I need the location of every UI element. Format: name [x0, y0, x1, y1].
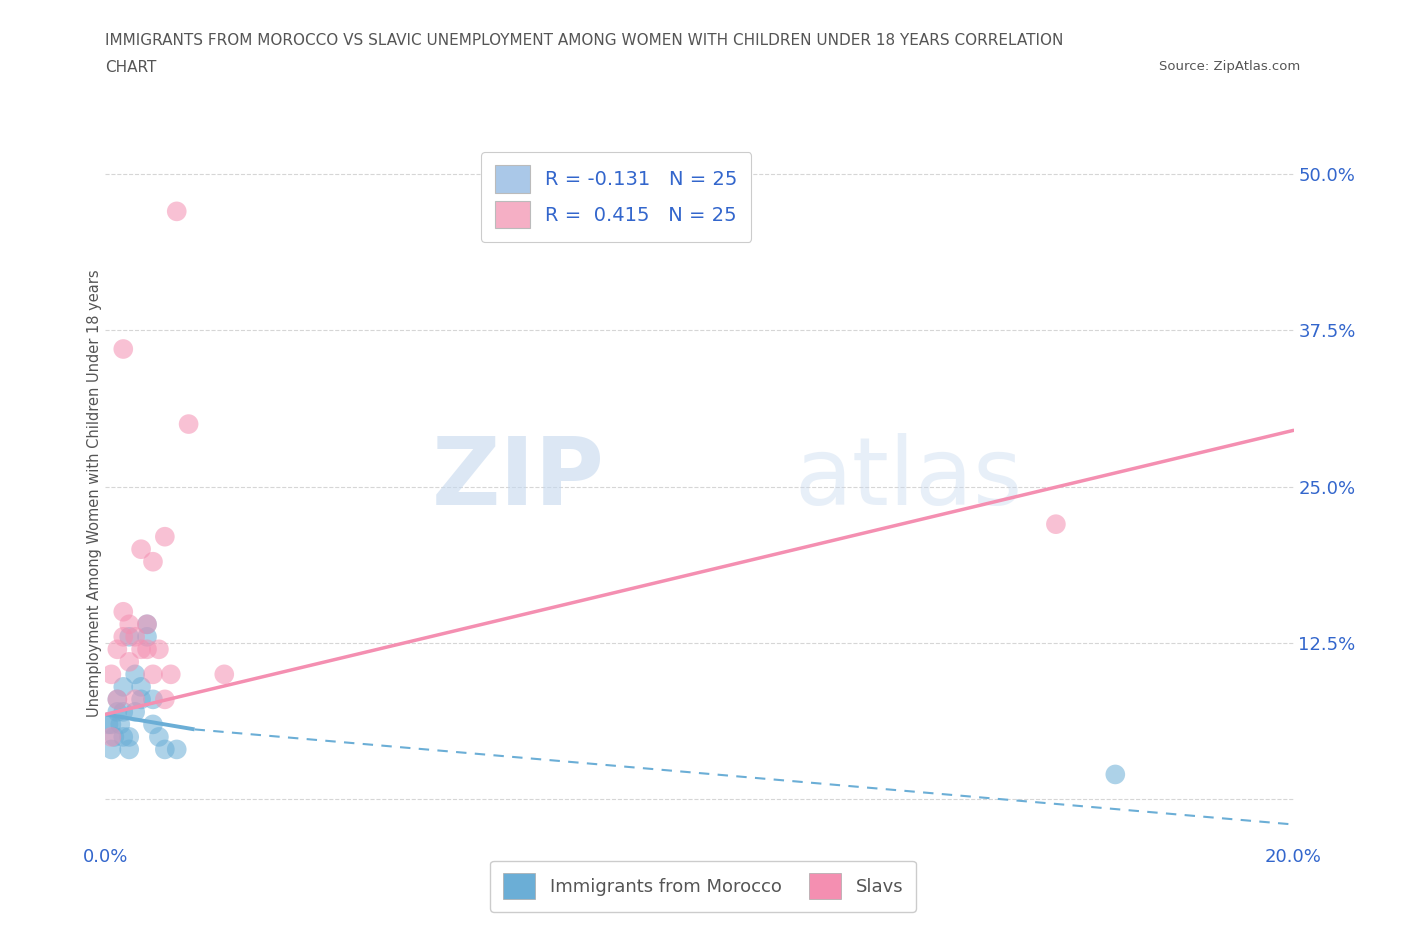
Point	[118, 742, 141, 757]
Point	[100, 717, 122, 732]
Point	[148, 642, 170, 657]
Point	[112, 341, 135, 356]
Point	[118, 617, 141, 631]
Point	[153, 529, 176, 544]
Text: IMMIGRANTS FROM MOROCCO VS SLAVIC UNEMPLOYMENT AMONG WOMEN WITH CHILDREN UNDER 1: IMMIGRANTS FROM MOROCCO VS SLAVIC UNEMPL…	[105, 33, 1064, 47]
Point	[129, 680, 152, 695]
Text: Source: ZipAtlas.com: Source: ZipAtlas.com	[1160, 60, 1301, 73]
Point	[124, 692, 146, 707]
Y-axis label: Unemployment Among Women with Children Under 18 years: Unemployment Among Women with Children U…	[87, 269, 101, 717]
Point	[112, 729, 135, 744]
Point	[166, 742, 188, 757]
Point	[100, 729, 122, 744]
Point	[1045, 517, 1067, 532]
Point	[214, 667, 236, 682]
Point	[112, 604, 135, 619]
Point	[159, 667, 181, 682]
Legend: R = -0.131   N = 25, R =  0.415   N = 25: R = -0.131 N = 25, R = 0.415 N = 25	[481, 152, 751, 242]
Point	[105, 692, 128, 707]
Point	[136, 617, 159, 631]
Point	[136, 617, 159, 631]
Point	[148, 729, 170, 744]
Point	[118, 630, 141, 644]
Point	[110, 717, 132, 732]
Point	[129, 642, 152, 657]
Point	[142, 667, 165, 682]
Text: ZIP: ZIP	[432, 433, 605, 525]
Point	[118, 729, 141, 744]
Point	[105, 704, 128, 719]
Point	[124, 667, 146, 682]
Point	[105, 642, 128, 657]
Point	[105, 692, 128, 707]
Point	[153, 692, 176, 707]
Point	[142, 692, 165, 707]
Point	[100, 667, 122, 682]
Text: CHART: CHART	[105, 60, 157, 75]
Legend: Immigrants from Morocco, Slavs: Immigrants from Morocco, Slavs	[491, 861, 915, 911]
Point	[112, 630, 135, 644]
Text: atlas: atlas	[794, 433, 1022, 525]
Point	[124, 630, 146, 644]
Point	[166, 204, 188, 219]
Point	[177, 417, 200, 432]
Point	[142, 554, 165, 569]
Point	[112, 704, 135, 719]
Point	[100, 742, 122, 757]
Point	[129, 692, 152, 707]
Point	[124, 704, 146, 719]
Point	[103, 729, 125, 744]
Point	[153, 742, 176, 757]
Point	[129, 542, 152, 557]
Point	[136, 642, 159, 657]
Point	[142, 717, 165, 732]
Point	[118, 655, 141, 670]
Point	[1104, 767, 1126, 782]
Point	[136, 630, 159, 644]
Point	[112, 680, 135, 695]
Point	[97, 717, 120, 732]
